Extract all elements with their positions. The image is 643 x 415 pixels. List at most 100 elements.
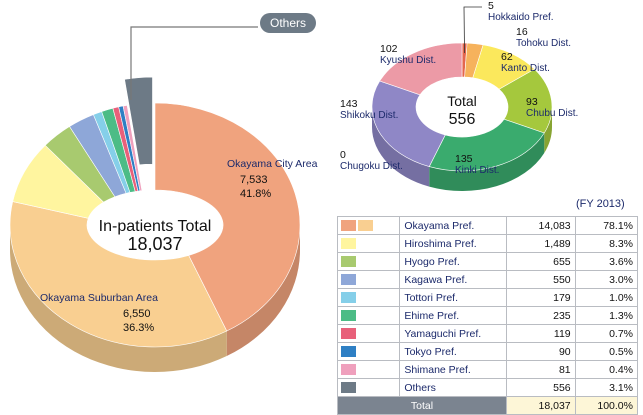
- row-percent: 1.0%: [574, 288, 639, 307]
- row-percent: 8.3%: [574, 234, 639, 253]
- row-value: 556: [506, 378, 576, 397]
- small-center-title: Total: [447, 93, 477, 109]
- color-swatch-cell: [336, 360, 401, 379]
- color-swatch: [341, 310, 356, 322]
- row-name: Okayama Pref.: [399, 216, 507, 235]
- color-swatch: [341, 364, 356, 376]
- color-swatch: [341, 220, 356, 232]
- row-name: Tottori Pref.: [399, 288, 507, 307]
- color-swatch-cell: [336, 252, 401, 271]
- prefecture-table: Okayama Pref. 14,083 78.1% Hiroshima Pref. 1…: [336, 216, 639, 415]
- small-value-kyushu-dist: 102: [380, 43, 398, 55]
- others-breakdown-donut: [371, 42, 553, 191]
- total-label: Total: [337, 396, 507, 415]
- small-name-hokkaido-pref: Hokkaido Pref.: [488, 12, 554, 23]
- okayama-suburban-label: Okayama Suburban Area 6,550 36.3%: [40, 292, 158, 334]
- row-percent: 3.0%: [574, 270, 639, 289]
- row-percent: 1.3%: [574, 306, 639, 325]
- row-percent: 0.7%: [574, 324, 639, 343]
- others-callout-badge: Others: [260, 13, 316, 33]
- small-value-kanto-dist: 62: [501, 51, 513, 63]
- big-slice-shimane-pref: [122, 104, 143, 192]
- small-name-kanto-dist: Kanto Dist.: [501, 63, 550, 74]
- big-slice-okayama-city-area: [154, 102, 301, 332]
- color-swatch: [341, 382, 356, 394]
- row-percent: 3.1%: [574, 378, 639, 397]
- color-swatch-cell: [336, 378, 401, 397]
- row-name: Shimane Pref.: [399, 360, 507, 379]
- table-row: Hiroshima Pref. 1,489 8.3%: [336, 234, 639, 253]
- big-side: [10, 225, 300, 372]
- color-swatch-cell: [336, 288, 401, 307]
- total-row: Total 18,037 100.0%: [337, 396, 639, 415]
- row-name: Hiroshima Pref.: [399, 234, 507, 253]
- row-name: Hyogo Pref.: [399, 252, 507, 271]
- color-swatch-cell: [336, 324, 401, 343]
- row-value: 90: [506, 342, 576, 361]
- table-row: Shimane Pref. 81 0.4%: [336, 360, 639, 379]
- color-swatch: [358, 220, 373, 232]
- small-value-kinki-dist: 135: [455, 153, 473, 165]
- okayama-city-name: Okayama City Area: [227, 158, 318, 170]
- others-callout-line: [130, 26, 258, 100]
- small-slice-kinki-dist: [428, 118, 545, 172]
- row-percent: 78.1%: [574, 216, 639, 235]
- color-swatch-cell: [336, 234, 401, 253]
- small-side-kinki-dist: [429, 132, 545, 191]
- small-value-tohoku-dist: 16: [516, 26, 528, 38]
- small-name-chugoku-dist: Chugoku Dist.: [340, 161, 403, 172]
- small-name-chubu-dist: Chubu Dist.: [526, 108, 578, 119]
- small-slice-kyushu-dist: [379, 42, 463, 96]
- color-swatch-cell: [336, 306, 401, 325]
- big-center-label: In-patients Total 18,037: [99, 218, 212, 254]
- row-name: Others: [399, 378, 507, 397]
- color-swatch-cell: [336, 216, 401, 235]
- hokkaido-leader-line: [463, 6, 482, 54]
- big-center-title: In-patients Total: [99, 218, 212, 235]
- okayama-city-value: 7,533: [240, 174, 268, 186]
- small-name-kinki-dist: Kinki Dist.: [455, 165, 499, 176]
- row-percent: 3.6%: [574, 252, 639, 271]
- big-side-okayama-city-area: [226, 225, 300, 357]
- row-value: 1,489: [506, 234, 576, 253]
- inpatients-donut: [9, 76, 301, 372]
- row-name: Kagawa Pref.: [399, 270, 507, 289]
- color-swatch-cell: [336, 270, 401, 289]
- row-value: 179: [506, 288, 576, 307]
- small-side: [372, 107, 552, 191]
- small-center-label: Total 556: [447, 93, 477, 128]
- table-row: Yamaguchi Pref. 119 0.7%: [336, 324, 639, 343]
- color-swatch: [341, 346, 356, 358]
- okayama-suburban-name: Okayama Suburban Area: [40, 292, 158, 304]
- small-side-chubu-dist: [544, 107, 552, 153]
- table-row: Tokyo Pref. 90 0.5%: [336, 342, 639, 361]
- total-percent: 100.0%: [574, 396, 639, 415]
- big-top: [9, 76, 301, 348]
- color-swatch: [341, 328, 356, 340]
- okayama-city-pct: 41.8%: [240, 188, 271, 200]
- small-name-tohoku-dist: Tohoku Dist.: [516, 38, 571, 49]
- row-value: 81: [506, 360, 576, 379]
- color-swatch-cell: [336, 342, 401, 361]
- color-swatch: [341, 256, 356, 268]
- row-name: Ehime Pref.: [399, 306, 507, 325]
- small-side-shikoku-dist: [372, 107, 430, 187]
- color-swatch: [341, 238, 356, 250]
- okayama-city-label: Okayama City Area 7,533 41.8%: [227, 158, 318, 200]
- table-row: Others 556 3.1%: [336, 378, 639, 397]
- small-value-chubu-dist: 93: [526, 96, 538, 108]
- small-slice-shikoku-dist: [371, 80, 446, 167]
- small-top: [371, 42, 553, 172]
- row-value: 14,083: [506, 216, 576, 235]
- table-row: Ehime Pref. 235 1.3%: [336, 306, 639, 325]
- row-value: 235: [506, 306, 576, 325]
- okayama-suburban-value: 6,550: [123, 308, 151, 320]
- big-slice-okayama-suburban-area: [9, 201, 228, 348]
- small-name-kyushu-dist: Kyushu Dist.: [380, 55, 436, 66]
- small-value-hokkaido-pref: 5: [488, 0, 494, 12]
- row-name: Tokyo Pref.: [399, 342, 507, 361]
- row-value: 550: [506, 270, 576, 289]
- color-swatch: [341, 292, 356, 304]
